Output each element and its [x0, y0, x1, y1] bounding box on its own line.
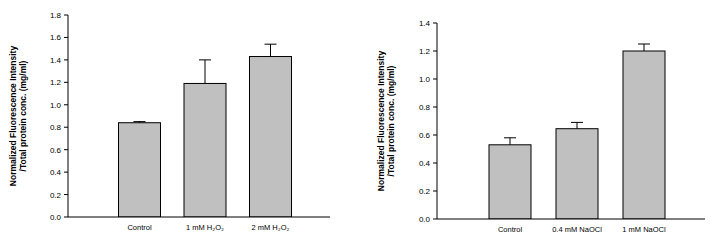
- chart: 0.0 0.2 0.4 0.6 0.8 1.0 1.2 1.4 1.6 1.8 Control 1 m…: [8, 11, 330, 232]
- y-tick: [433, 219, 437, 220]
- bar: [556, 129, 598, 219]
- y-tick-label: 0.4: [50, 168, 62, 177]
- y-axis-label: /Total protein conc. (mg/ml): [18, 60, 28, 171]
- y-tick-label: 0.2: [50, 191, 62, 200]
- error-stem: [577, 122, 578, 128]
- y-tick: [64, 172, 68, 173]
- y-tick-label: 1.8: [50, 11, 62, 20]
- y-tick: [64, 127, 68, 128]
- x-tick-label: 0.4 mM NaOCl: [552, 225, 602, 234]
- y-axis-label: Normalized Fluorescence Intensity: [376, 51, 386, 192]
- x-tick-label: 1 mM H₂O₂: [186, 223, 224, 232]
- y-tick-label: 1.2: [419, 47, 431, 56]
- y-tick-label: 1.2: [50, 78, 62, 87]
- y-axis: [437, 23, 438, 219]
- x-tick-label: 1 mM NaOCl: [622, 225, 666, 234]
- figure: 0.0 0.2 0.4 0.6 0.8 1.0 1.2 1.4 1.6 1.8 Control 1 m…: [0, 0, 716, 245]
- marks: [489, 44, 665, 219]
- y-tick-label: 0.0: [419, 215, 431, 224]
- error-cap: [571, 122, 583, 123]
- y-tick: [64, 217, 68, 218]
- y-tick-label: 0.6: [50, 146, 62, 155]
- error-bar: [134, 122, 146, 123]
- y-tick-label: 0.2: [419, 187, 431, 196]
- error-stem: [644, 44, 645, 51]
- y-tick-label: 1.6: [50, 33, 62, 42]
- y-tick: [64, 59, 68, 60]
- y-tick: [433, 107, 437, 108]
- y-tick-label: 0.4: [419, 159, 431, 168]
- error-bar: [638, 44, 650, 51]
- error-stem: [510, 138, 511, 145]
- bar: [250, 57, 292, 217]
- error-bar: [199, 60, 211, 84]
- y-tick: [433, 51, 437, 52]
- y-tick: [433, 163, 437, 164]
- y-tick-label: 1.0: [50, 101, 62, 110]
- y-tick-label: 0.8: [419, 103, 431, 112]
- y-tick-label: 1.0: [419, 75, 431, 84]
- y-axis-label: /Total protein conc. (mg/ml): [386, 65, 396, 176]
- y-tick: [64, 149, 68, 150]
- error-cap: [199, 59, 211, 60]
- y-tick-label: 0.6: [419, 131, 431, 140]
- y-tick-label: 1.4: [419, 19, 431, 28]
- error-cap: [265, 44, 277, 45]
- error-stem: [270, 44, 271, 56]
- y-tick: [64, 82, 68, 83]
- x-tick-label: 2 mM H₂O₂: [252, 223, 290, 232]
- y-tick: [433, 191, 437, 192]
- y-tick: [64, 37, 68, 38]
- error-stem: [205, 60, 206, 84]
- chart: 0.0 0.2 0.4 0.6 0.8 1.0 1.2 1.4 Control 0.4 mM Na…: [376, 19, 705, 234]
- error-bar: [571, 122, 583, 128]
- y-tick: [64, 15, 68, 16]
- y-tick: [433, 23, 437, 24]
- x-axis: [437, 219, 705, 220]
- marks: [119, 44, 292, 217]
- y-axis-label: Normalized Fluorescence Intensity: [8, 46, 18, 187]
- y-tick-label: 1.4: [50, 56, 62, 65]
- error-cap: [638, 44, 650, 45]
- y-tick: [64, 104, 68, 105]
- x-tick-label: Control: [498, 225, 523, 234]
- y-tick-label: 0.8: [50, 123, 62, 132]
- y-tick: [64, 194, 68, 195]
- y-axis: [68, 15, 69, 217]
- y-tick: [433, 135, 437, 136]
- x-axis: [68, 217, 330, 218]
- bar: [119, 123, 161, 217]
- bar: [623, 51, 665, 219]
- error-cap: [504, 137, 516, 138]
- error-bar: [265, 44, 277, 56]
- bar: [489, 145, 531, 219]
- error-bar: [504, 138, 516, 145]
- error-cap: [134, 121, 146, 122]
- y-tick: [433, 79, 437, 80]
- y-tick-label: 0.0: [50, 213, 62, 222]
- bar: [184, 83, 226, 217]
- x-tick-label: Control: [127, 223, 152, 232]
